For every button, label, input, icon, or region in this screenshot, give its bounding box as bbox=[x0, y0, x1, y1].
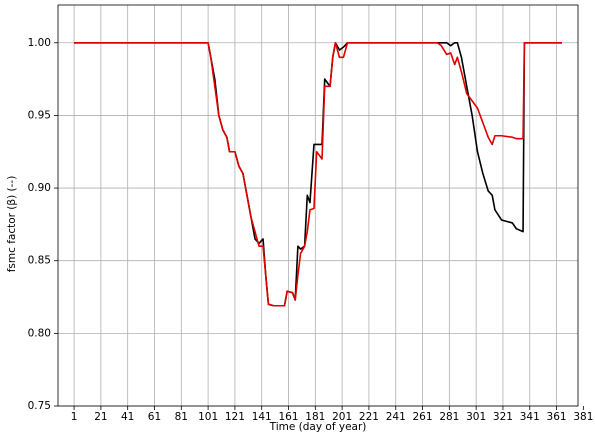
y-tick-label: 0.85 bbox=[28, 255, 51, 267]
x-tick-label: 261 bbox=[413, 411, 433, 423]
data-line bbox=[74, 41, 562, 307]
x-tick-label: 101 bbox=[198, 411, 218, 423]
x-tick-label: 301 bbox=[466, 411, 486, 423]
x-tick-label: 121 bbox=[225, 411, 245, 423]
x-tick-label: 221 bbox=[359, 411, 379, 423]
y-tick-label: 0.80 bbox=[28, 327, 51, 339]
x-tick-label: 181 bbox=[305, 411, 325, 423]
x-tick-label: 241 bbox=[386, 411, 406, 423]
x-tick-label: 41 bbox=[121, 411, 134, 423]
x-tick-label: 341 bbox=[520, 411, 540, 423]
data-line bbox=[74, 41, 562, 307]
y-tick-label: 1.00 bbox=[28, 37, 51, 49]
y-tick-label: 0.95 bbox=[28, 109, 51, 121]
x-tick-label: 1 bbox=[71, 411, 78, 423]
x-tick-label: 321 bbox=[493, 411, 513, 423]
x-axis-label: Time (day of year) bbox=[269, 421, 367, 433]
x-tick-label: 201 bbox=[332, 411, 352, 423]
x-tick-label: 21 bbox=[94, 411, 107, 423]
x-tick-label: 61 bbox=[148, 411, 161, 423]
x-tick-label: 381 bbox=[573, 411, 593, 423]
plot-frame bbox=[57, 4, 579, 407]
x-tick-label: 141 bbox=[252, 411, 272, 423]
y-tick-label: 0.75 bbox=[28, 400, 51, 412]
x-tick-label: 281 bbox=[439, 411, 459, 423]
y-tick-label: 0.90 bbox=[28, 182, 51, 194]
x-tick-label: 81 bbox=[175, 411, 188, 423]
x-tick-label: 361 bbox=[547, 411, 567, 423]
x-tick-label: 161 bbox=[278, 411, 298, 423]
y-axis-label: fsmc factor (β) (--) bbox=[6, 176, 18, 273]
